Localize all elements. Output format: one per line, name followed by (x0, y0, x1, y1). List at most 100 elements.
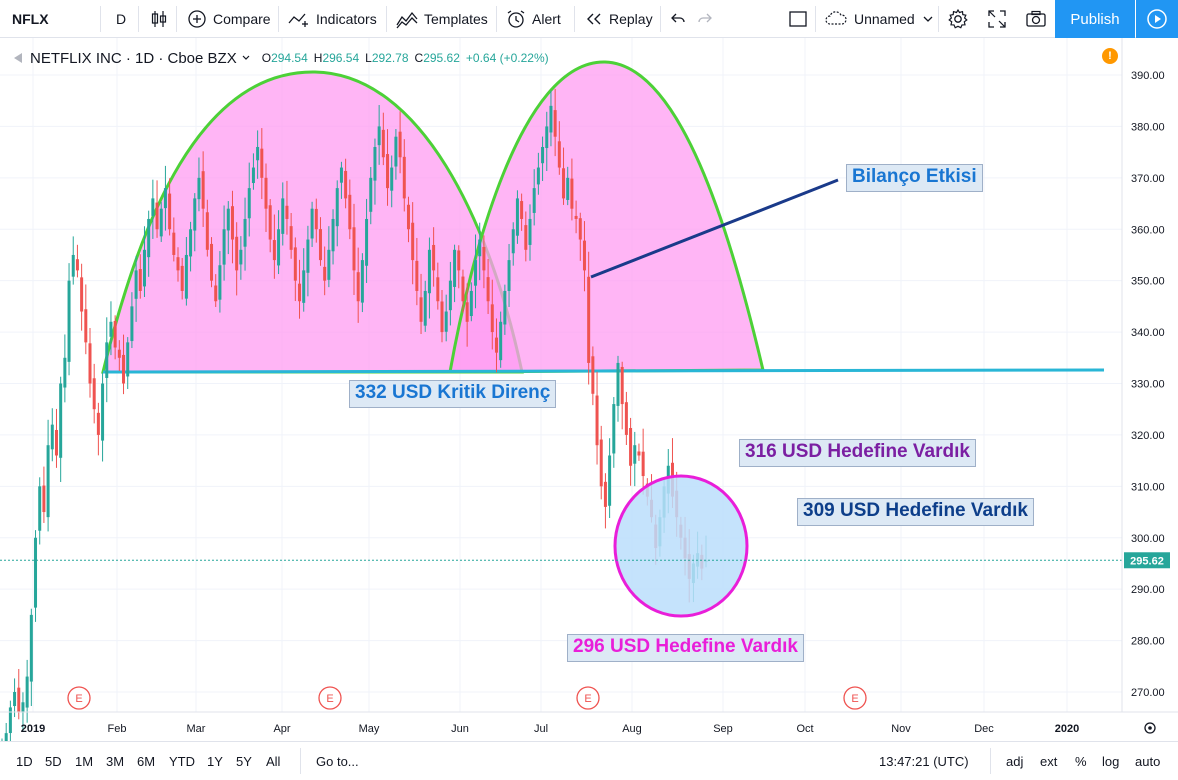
auto-toggle[interactable]: auto (1135, 742, 1160, 780)
alert-button[interactable]: Alert (506, 0, 561, 38)
earnings-marker-label: E (584, 693, 591, 705)
range-button-1m[interactable]: 1M (75, 753, 94, 769)
bilanco-callout[interactable]: Bilanço Etkisi (846, 164, 983, 192)
legend-high-value: 296.54 (322, 51, 360, 65)
trend-line[interactable] (590, 178, 839, 279)
publish-button[interactable]: Publish (1055, 0, 1135, 38)
toolbar-divider (176, 6, 177, 32)
range-button-1y[interactable]: 1Y (207, 753, 223, 769)
earnings-marker[interactable] (318, 686, 342, 710)
interval-button[interactable]: D (116, 0, 126, 38)
candle-body (377, 126, 381, 146)
candle-body (608, 455, 612, 506)
candle-body (511, 229, 515, 254)
toolbar-divider (574, 6, 575, 32)
snapshot-button[interactable] (1025, 0, 1053, 38)
target-316-callout[interactable]: 316 USD Hedefine Vardık (739, 439, 976, 467)
price-tick-label: 360.00 (1131, 224, 1165, 236)
chevron-down-icon[interactable] (240, 51, 252, 65)
range-button-1d[interactable]: 1D (16, 753, 33, 769)
candle-body (532, 188, 536, 213)
target-296-callout[interactable]: 296 USD Hedefine Vardık (567, 634, 804, 662)
legend-close-value: 295.62 (423, 51, 460, 65)
legend-high: H296.54 (314, 51, 359, 65)
candle-body (222, 229, 226, 265)
replay-button[interactable]: Replay (585, 0, 653, 38)
goto-button[interactable]: Go to... (316, 742, 359, 780)
redo-button[interactable] (697, 0, 719, 38)
percent-label: % (1075, 753, 1087, 769)
symbol-search-button[interactable]: NFLX (12, 0, 49, 38)
target-309-callout[interactable]: 309 USD Hedefine Vardık (797, 498, 1034, 526)
price-tick-label: 300.00 (1131, 533, 1165, 545)
price-chart[interactable]: 270.00 280.00 290.00 300.00 310.00 320.00 330.… (0, 38, 1178, 741)
warning-icon-label: ! (1108, 50, 1112, 62)
candle-body (293, 247, 297, 281)
templates-button[interactable]: Templates (396, 0, 488, 38)
candle-body (4, 733, 8, 741)
redo-icon (698, 13, 712, 23)
kritik-direnc-callout[interactable]: 332 USD Kritik Direnç (349, 380, 557, 408)
range-button-ytd[interactable]: YTD (169, 753, 195, 769)
layout-toggle-button[interactable] (788, 0, 814, 38)
candle-body (444, 311, 448, 332)
candle-body (503, 290, 507, 325)
time-axis[interactable]: 2019 Feb Mar Apr May Jun Jul Aug Sep Oct Nov Dec 202… (0, 711, 1178, 735)
candle-body (25, 676, 29, 708)
candle-body (520, 201, 524, 219)
candle-body (582, 240, 586, 271)
toolbar-divider (300, 748, 301, 774)
ext-toggle[interactable]: ext (1040, 742, 1057, 780)
layout-name-button[interactable]: Unnamed (824, 0, 941, 38)
candle-body (8, 707, 12, 734)
candle-body (474, 260, 478, 286)
streams-button[interactable] (1136, 0, 1178, 38)
earnings-marker[interactable] (67, 686, 91, 710)
candle-body (478, 239, 482, 257)
log-toggle[interactable]: log (1102, 742, 1119, 780)
range-button-3m[interactable]: 3M (106, 753, 125, 769)
price-tick-label: 340.00 (1131, 327, 1165, 339)
compare-button[interactable]: Compare (187, 0, 271, 38)
candle-body (302, 270, 306, 303)
price-tick-label: 350.00 (1131, 276, 1165, 288)
range-button-5d[interactable]: 5D (45, 753, 62, 769)
legend-low-label: L (365, 51, 372, 65)
percent-toggle[interactable]: % (1075, 742, 1087, 780)
candle-body (469, 290, 473, 317)
candle-body (356, 272, 360, 302)
candle-body (42, 485, 46, 513)
compare-label: Compare (213, 11, 271, 27)
warning-icon[interactable]: ! (1102, 48, 1118, 64)
collapse-arrow-icon[interactable] (12, 51, 24, 65)
time-tick-label: Jun (451, 723, 469, 735)
fullscreen-button[interactable] (987, 0, 1013, 38)
adj-toggle[interactable]: adj (1006, 742, 1023, 780)
candle-body (272, 240, 276, 261)
candle-body (411, 222, 415, 261)
range-button-5y[interactable]: 5Y (236, 753, 252, 769)
adj-label: adj (1006, 753, 1024, 769)
candle-body (318, 229, 322, 261)
chart-settings-button[interactable] (1144, 722, 1156, 734)
candle-body (134, 270, 138, 299)
settings-button[interactable] (947, 0, 975, 38)
earnings-marker[interactable] (576, 686, 600, 710)
clock-timezone-button[interactable]: 13:47:21 (UTC) (879, 742, 969, 780)
layout-name-label: Unnamed (854, 11, 915, 27)
target-circle[interactable] (613, 474, 749, 618)
earnings-marker[interactable] (843, 686, 867, 710)
earnings-marker-label: E (75, 693, 82, 705)
candle-body (390, 167, 394, 191)
range-button-all[interactable]: All (266, 753, 281, 769)
indicators-button[interactable]: Indicators (288, 0, 377, 38)
candle-body (214, 285, 218, 302)
chart-type-button[interactable] (150, 0, 174, 38)
undo-button[interactable] (670, 0, 692, 38)
legend-title[interactable]: NETFLIX INC · 1D · Cboe BZX (30, 49, 237, 67)
price-tick-label: 290.00 (1131, 584, 1165, 596)
price-axis[interactable]: 270.00 280.00 290.00 300.00 310.00 320.00 330.… (1121, 38, 1165, 712)
range-button-6m[interactable]: 6M (137, 753, 156, 769)
candle-body (465, 302, 469, 322)
resistance-line[interactable] (102, 368, 1105, 374)
